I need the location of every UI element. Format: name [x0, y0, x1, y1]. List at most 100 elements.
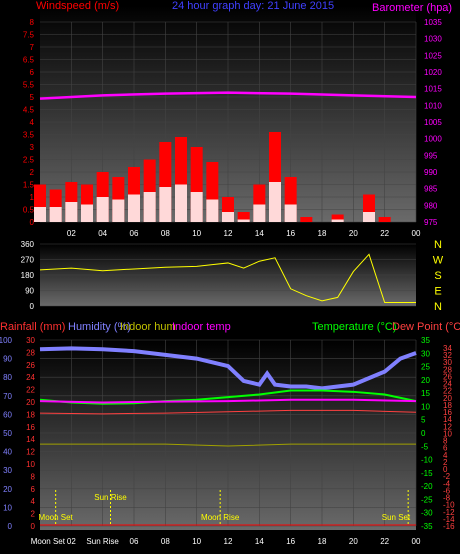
wind-bar: [206, 199, 219, 222]
x-tick-label: 12: [224, 537, 233, 546]
humidity-tick-label: 100: [0, 336, 13, 345]
y-tick-label: 5.5: [23, 81, 35, 90]
legend-rainfall: Rainfall (mm): [0, 321, 65, 333]
dew-tick-label: 8: [443, 437, 448, 446]
rain-tick-label: 14: [26, 435, 35, 444]
chart-title: 24 hour graph day: 21 June 2015: [172, 0, 334, 12]
x-tick-label: 18: [318, 229, 327, 238]
x-tick-label: 20: [349, 537, 358, 546]
legend-temperature: Temperature (°C): [312, 321, 396, 333]
humidity-tick-label: 40: [3, 448, 12, 457]
x-tick-label: 06: [130, 229, 139, 238]
wind-bar: [363, 212, 375, 222]
wind-bar: [237, 212, 250, 222]
x-tick-label: 16: [286, 537, 295, 546]
temp-tick-label: 0: [421, 429, 426, 438]
x-tick-label: Moon Set: [31, 537, 66, 546]
wind-bar: [378, 217, 391, 222]
temp-tick-label: 35: [421, 336, 430, 345]
dew-tick-label: 18: [443, 401, 452, 410]
wind-bar: [128, 194, 140, 222]
x-tick-label: 02: [67, 537, 76, 546]
x-tick-label: 22: [380, 229, 389, 238]
y-tick-label: 4: [30, 118, 35, 127]
wind-bar: [222, 212, 234, 222]
x-tick-label: 10: [192, 537, 201, 546]
legend-indoor-hum: Indoor hum: [120, 321, 176, 333]
y-tick-label: 270: [21, 256, 35, 265]
humidity-tick-label: 60: [3, 410, 12, 419]
compass-label: N: [434, 301, 442, 313]
x-tick-label: 02: [67, 229, 76, 238]
x-tick-label: 00: [412, 537, 421, 546]
y-tick-label: 1.5: [23, 181, 35, 190]
y2-tick-label: 1020: [424, 68, 442, 77]
wind-bar: [34, 207, 46, 222]
rain-tick-label: 20: [26, 398, 35, 407]
rain-tick-label: 18: [26, 410, 35, 419]
temp-tick-label: 5: [421, 416, 426, 425]
y2-tick-label: 1030: [424, 35, 442, 44]
wind-bar: [269, 182, 281, 222]
x-tick-label: 22: [380, 537, 389, 546]
rain-tick-label: 30: [26, 336, 35, 345]
x-tick-label: 12: [224, 229, 233, 238]
x-tick-label: 04: [98, 229, 107, 238]
y-tick-label: 2: [30, 168, 35, 177]
rain-tick-label: 4: [31, 497, 36, 506]
wind-bar: [96, 197, 109, 222]
series-line: [39, 409, 417, 415]
dew-tick-label: -8: [443, 494, 451, 503]
annotation-label: Sun Set: [382, 513, 411, 522]
rain-tick-label: 28: [26, 348, 35, 357]
wind-bar: [253, 184, 266, 222]
wind-bar: [175, 184, 187, 222]
y2-tick-label: 990: [424, 168, 438, 177]
x-tick-label: 10: [192, 229, 201, 238]
humidity-tick-label: 80: [3, 373, 12, 382]
y-tick-label: 3: [30, 143, 35, 152]
y-tick-label: 1: [30, 193, 35, 202]
annotation-label: Moon Rise: [201, 513, 240, 522]
legend-humidity: Humidity (%): [68, 321, 131, 333]
wind-bar: [112, 199, 125, 222]
dew-tick-label: 26: [443, 372, 452, 381]
dew-tick-label: -6: [443, 486, 451, 495]
dew-tick-label: 10: [443, 429, 452, 438]
rain-tick-label: 10: [26, 460, 35, 469]
wind-bar: [65, 202, 78, 222]
y2-tick-label: 1015: [424, 85, 442, 94]
temp-tick-label: -20: [421, 482, 433, 491]
rain-tick-label: 2: [31, 510, 36, 519]
temp-tick-label: 20: [421, 376, 430, 385]
dew-tick-label: 14: [443, 415, 452, 424]
dew-tick-label: -16: [443, 522, 455, 531]
compass-label: S: [434, 270, 441, 282]
dew-tick-label: 2: [443, 458, 448, 467]
wind-bar: [49, 207, 62, 222]
compass-label: W: [433, 255, 444, 267]
rain-tick-label: 24: [26, 373, 35, 382]
y2-tick-label: 1005: [424, 118, 442, 127]
dew-tick-label: 28: [443, 365, 452, 374]
humidity-tick-label: 90: [3, 355, 12, 364]
y2-tick-label: 1000: [424, 135, 442, 144]
y-tick-label: 8: [30, 18, 35, 27]
wind-bar: [143, 192, 156, 222]
temp-tick-label: -5: [421, 442, 429, 451]
dew-tick-label: 34: [443, 344, 452, 353]
dew-tick-label: 4: [443, 451, 448, 460]
wind-bar: [284, 204, 297, 222]
temp-tick-label: -15: [421, 469, 433, 478]
dew-tick-label: 32: [443, 351, 452, 360]
y2-tick-label: 985: [424, 185, 438, 194]
series-line: [39, 398, 417, 404]
temp-tick-label: 15: [421, 389, 430, 398]
dew-tick-label: 12: [443, 422, 452, 431]
x-tick-label: 16: [286, 229, 295, 238]
wind-bar: [331, 214, 344, 222]
temp-tick-label: -35: [421, 522, 433, 531]
dew-tick-label: -14: [443, 515, 455, 524]
y-tick-label: 0.5: [23, 206, 35, 215]
